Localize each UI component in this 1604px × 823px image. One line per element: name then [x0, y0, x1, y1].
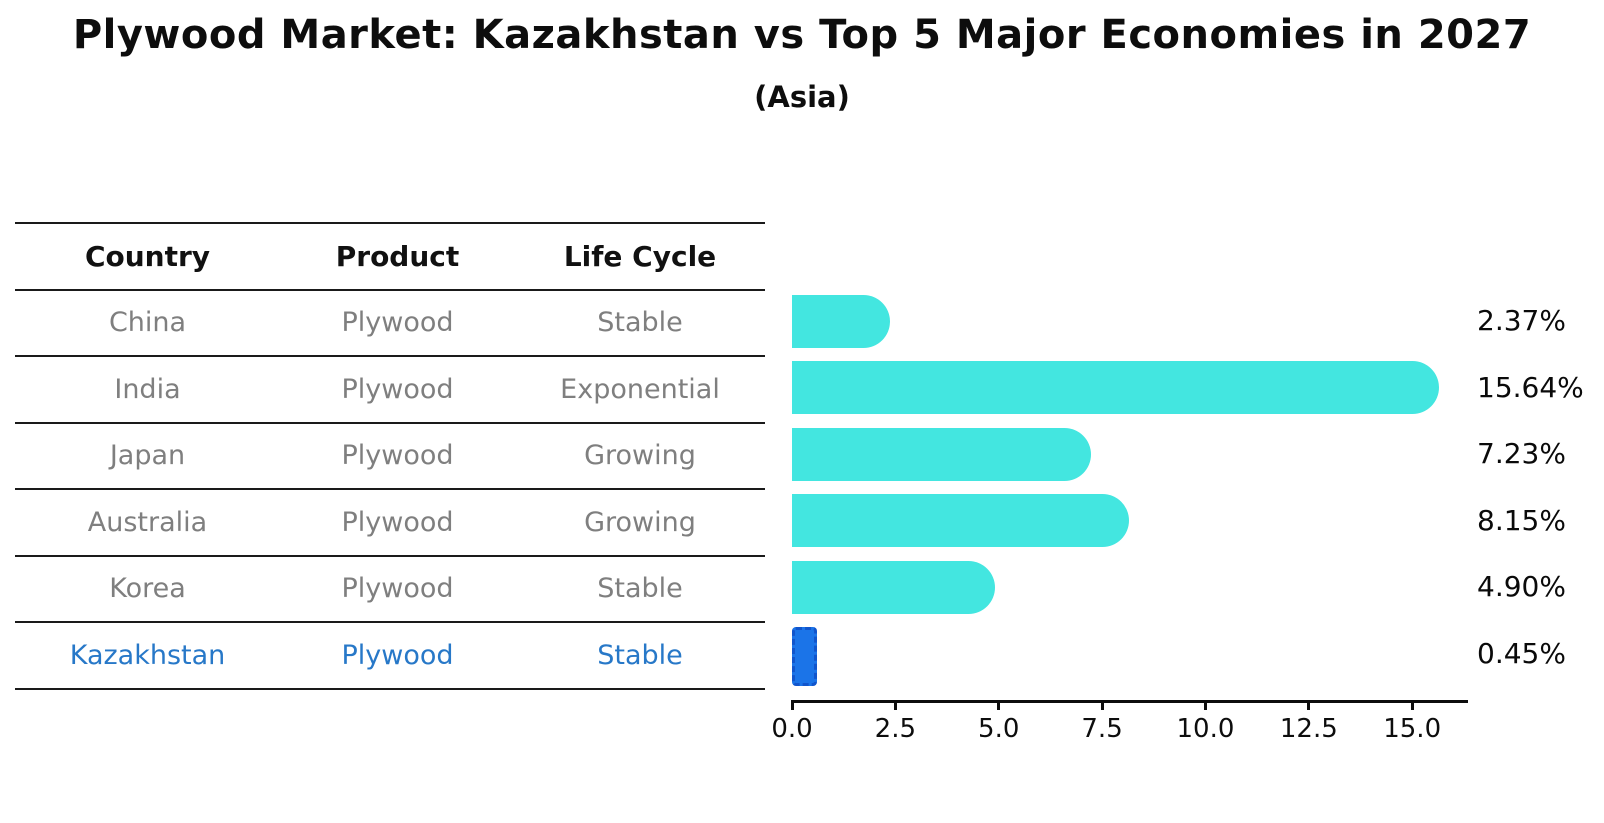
country-cell: Australia: [87, 506, 208, 538]
value-label-india: 15.64%: [1477, 370, 1584, 404]
bar-india: [792, 361, 1439, 414]
product-cell: Plywood: [341, 506, 454, 538]
table-row-kazakhstan: Kazakhstan Plywood Stable: [15, 623, 765, 690]
bar-china: [792, 294, 890, 348]
table-row-japan: Japan Plywood Growing: [15, 424, 765, 490]
country-cell: Japan: [109, 440, 186, 472]
value-label-korea: 4.90%: [1477, 570, 1566, 603]
column-header-product: Product: [335, 239, 460, 273]
table-header-row: Country Product Life Cycle: [15, 224, 765, 291]
x-axis-tick: [790, 700, 794, 710]
table-row-china: China Plywood Stable: [15, 291, 765, 357]
value-label-china: 2.37%: [1477, 304, 1566, 337]
x-axis-tick-label: 12.5: [1279, 714, 1338, 744]
life-cycle-cell: Stable: [597, 639, 683, 671]
x-axis-tick-label: 2.5: [874, 714, 917, 744]
value-label-japan: 7.23%: [1477, 437, 1566, 470]
life-cycle-cell: Growing: [584, 506, 696, 538]
country-cell: India: [114, 373, 181, 405]
country-cell: Korea: [109, 573, 186, 605]
life-cycle-cell: Exponential: [560, 373, 720, 405]
bar-korea: [792, 560, 995, 614]
x-axis-tick: [997, 700, 1001, 710]
life-cycle-cell: Stable: [597, 307, 683, 339]
chart-title: Plywood Market: Kazakhstan vs Top 5 Majo…: [72, 12, 1532, 58]
table-row-korea: Korea Plywood Stable: [15, 557, 765, 623]
x-axis-tick-label: 10.0: [1176, 714, 1235, 744]
x-axis-tick: [1203, 700, 1207, 710]
x-axis-tick: [1410, 700, 1414, 710]
value-label-australia: 8.15%: [1477, 503, 1566, 537]
product-cell: Plywood: [341, 440, 454, 472]
table-row-india: India Plywood Exponential: [15, 357, 765, 424]
country-cell: China: [108, 307, 187, 339]
bar-kazakhstan: [792, 627, 817, 686]
product-cell: Plywood: [341, 307, 454, 339]
table-body: China Plywood Stable India Plywood Exponentia…: [15, 291, 765, 690]
country-cell: Kazakhstan: [69, 639, 226, 671]
column-header-country: Country: [84, 239, 211, 273]
product-cell: Plywood: [341, 373, 454, 405]
bar-japan: [792, 427, 1091, 481]
product-cell: Plywood: [341, 573, 454, 605]
chart-subtitle: (Asia): [754, 80, 850, 114]
value-label-kazakhstan: 0.45%: [1477, 636, 1566, 670]
x-axis-tick: [1100, 700, 1104, 710]
x-axis-tick-label: 5.0: [978, 714, 1020, 744]
life-cycle-cell: Growing: [584, 440, 696, 472]
x-axis-tick: [893, 700, 897, 710]
x-axis-tick-label: 15.0: [1383, 714, 1442, 744]
table-row-australia: Australia Plywood Growing: [15, 490, 765, 557]
x-axis-tick-label: 7.5: [1081, 714, 1123, 744]
life-cycle-cell: Stable: [597, 573, 683, 605]
x-axis-tick-label: 0.0: [771, 714, 813, 744]
column-header-life-cycle: Life Cycle: [563, 239, 717, 273]
x-axis-tick: [1307, 700, 1311, 710]
country-table: Country Product Life Cycle China Plywood S…: [15, 222, 765, 690]
bar-australia: [792, 494, 1129, 547]
bar-chart-plot-area: 2.37% 15.64% 7.23% 8.15% 4.90% 0.45% 0.0 2.5 5.0…: [771, 270, 1584, 744]
product-cell: Plywood: [341, 639, 454, 671]
